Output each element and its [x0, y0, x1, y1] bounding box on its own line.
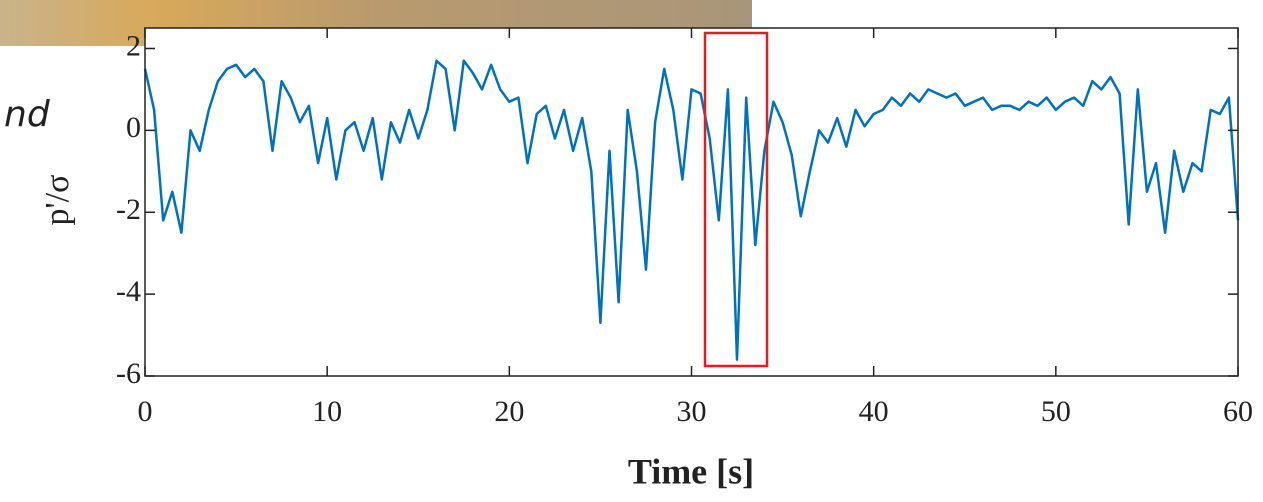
plot-area	[145, 28, 1238, 376]
highlight-box	[703, 31, 769, 368]
x-tick-label: 0	[138, 395, 153, 428]
x-tick-label: 10	[312, 395, 342, 428]
y-tick-label: -4	[116, 275, 141, 308]
x-tick-label: 40	[859, 395, 889, 428]
y-tick-label: 2	[126, 29, 141, 62]
y-axis-label: p'/σ	[39, 175, 76, 226]
data-line	[143, 59, 1240, 361]
x-tick-label: 50	[1041, 395, 1071, 428]
x-tick-label: 30	[677, 395, 707, 428]
x-axis-label: Time [s]	[628, 451, 754, 491]
x-tick-label: 60	[1223, 395, 1253, 428]
axes-frame	[144, 27, 1239, 377]
x-tick-label: 20	[494, 395, 524, 428]
overlay-text: nd	[4, 94, 51, 135]
y-tick-label: -6	[116, 357, 141, 390]
y-tick-label: -2	[116, 193, 141, 226]
y-tick-label: 0	[126, 111, 141, 144]
